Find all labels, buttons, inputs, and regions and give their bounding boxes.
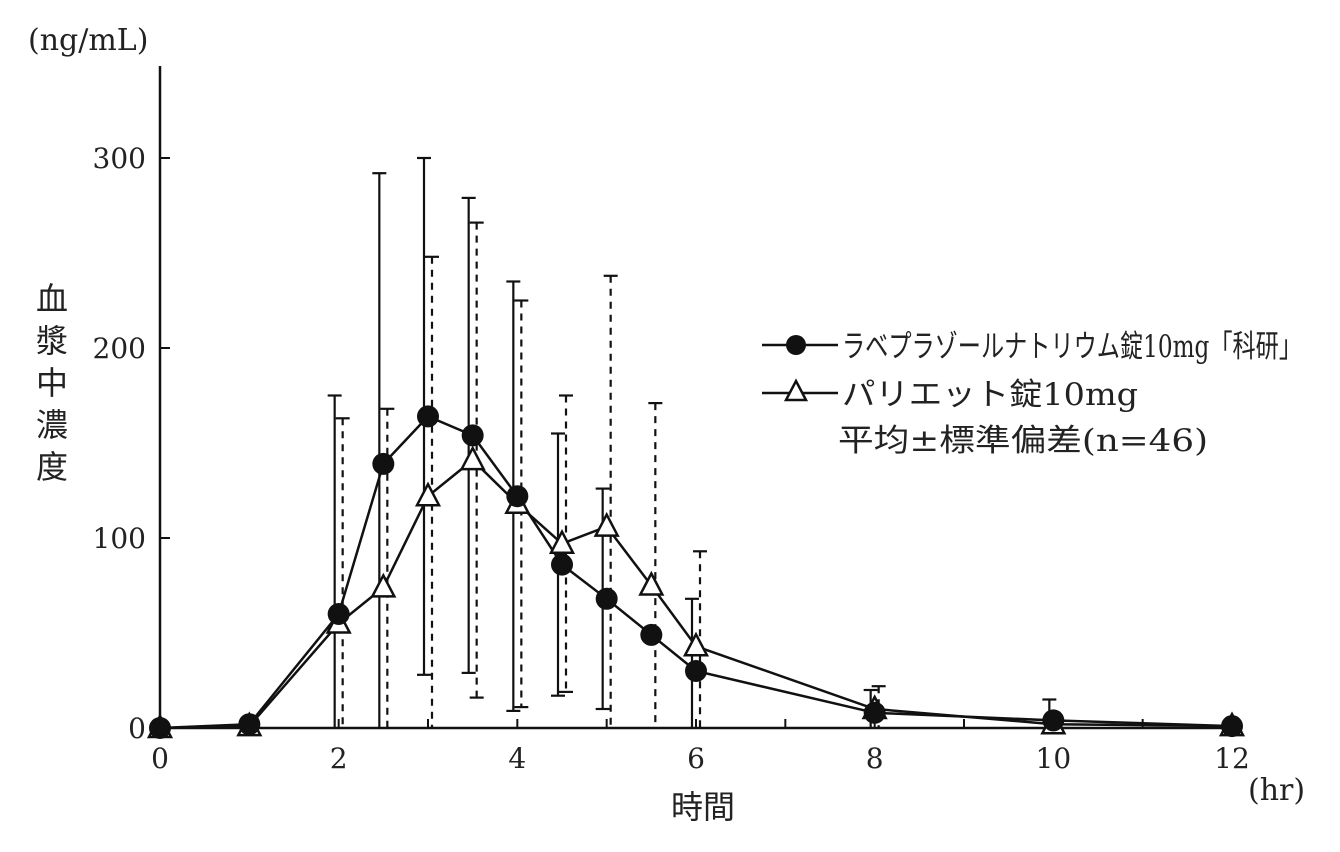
y-axis-label-char: 漿 bbox=[36, 322, 68, 360]
x-unit-label: (hr) bbox=[1248, 773, 1305, 808]
data-point-series-1 bbox=[417, 405, 439, 428]
x-tick-label: 8 bbox=[866, 742, 884, 775]
series-markers bbox=[146, 405, 1246, 739]
x-tick-label: 6 bbox=[687, 742, 705, 775]
y-tick-label: 100 bbox=[93, 522, 146, 555]
x-tick-label: 4 bbox=[508, 742, 526, 775]
y-unit-label: (ng/mL) bbox=[28, 23, 148, 58]
data-point-series-1 bbox=[551, 553, 573, 576]
data-point-series-1 bbox=[595, 587, 618, 610]
data-point-series-1 bbox=[149, 717, 171, 739]
legend-marker-series-2 bbox=[783, 378, 809, 402]
data-point-series-2 bbox=[638, 570, 665, 596]
data-point-series-2 bbox=[414, 481, 442, 507]
axes: 0 100 200 300 0 2 4 6 8 10 12 bbox=[93, 66, 1250, 775]
data-point-series-1 bbox=[506, 485, 529, 508]
x-tick-label: 10 bbox=[1036, 742, 1072, 775]
y-axis-label-char: 血 bbox=[36, 280, 68, 318]
legend-label-series-2: パリエット錠10mg bbox=[842, 377, 1138, 413]
x-tick-label: 2 bbox=[330, 742, 348, 775]
data-point-series-1 bbox=[863, 701, 886, 724]
data-point-series-2 bbox=[682, 631, 710, 657]
data-point-series-2 bbox=[548, 529, 576, 554]
y-axis-label-char: 中 bbox=[36, 364, 68, 402]
series-line-1 bbox=[159, 414, 1233, 730]
x-axis-label: 時間 bbox=[671, 788, 735, 826]
y-tick-label: 0 bbox=[128, 712, 146, 745]
legend-label-series-1: ラベプラゾールナトリウム錠10mg「科研」 bbox=[842, 329, 1302, 365]
data-point-series-1 bbox=[372, 452, 395, 475]
data-point-series-1 bbox=[1042, 709, 1065, 732]
series-line-2 bbox=[159, 458, 1233, 730]
y-axis-label-char: 度 bbox=[36, 448, 68, 486]
data-point-series-2 bbox=[459, 445, 486, 471]
data-point-series-1 bbox=[685, 660, 707, 682]
data-point-series-1 bbox=[461, 424, 484, 447]
y-tick-label: 200 bbox=[93, 332, 146, 365]
data-point-series-1 bbox=[327, 603, 350, 625]
x-tick-label: 12 bbox=[1214, 742, 1250, 775]
x-tick-label: 0 bbox=[151, 742, 169, 775]
legend-marker-series-1 bbox=[786, 335, 806, 355]
data-point-series-2 bbox=[370, 572, 397, 598]
y-tick-label: 300 bbox=[93, 142, 146, 175]
data-point-series-2 bbox=[593, 511, 620, 537]
data-point-series-1 bbox=[1221, 715, 1243, 738]
legend: ラベプラゾールナトリウム錠10mg「科研」 パリエット錠10mg 平均±標準偏差… bbox=[762, 329, 1302, 459]
y-axis-label-char: 濃 bbox=[36, 406, 68, 444]
data-point-series-1 bbox=[640, 623, 663, 646]
legend-note: 平均±標準偏差(n=46) bbox=[838, 423, 1208, 459]
data-point-series-1 bbox=[238, 713, 261, 736]
